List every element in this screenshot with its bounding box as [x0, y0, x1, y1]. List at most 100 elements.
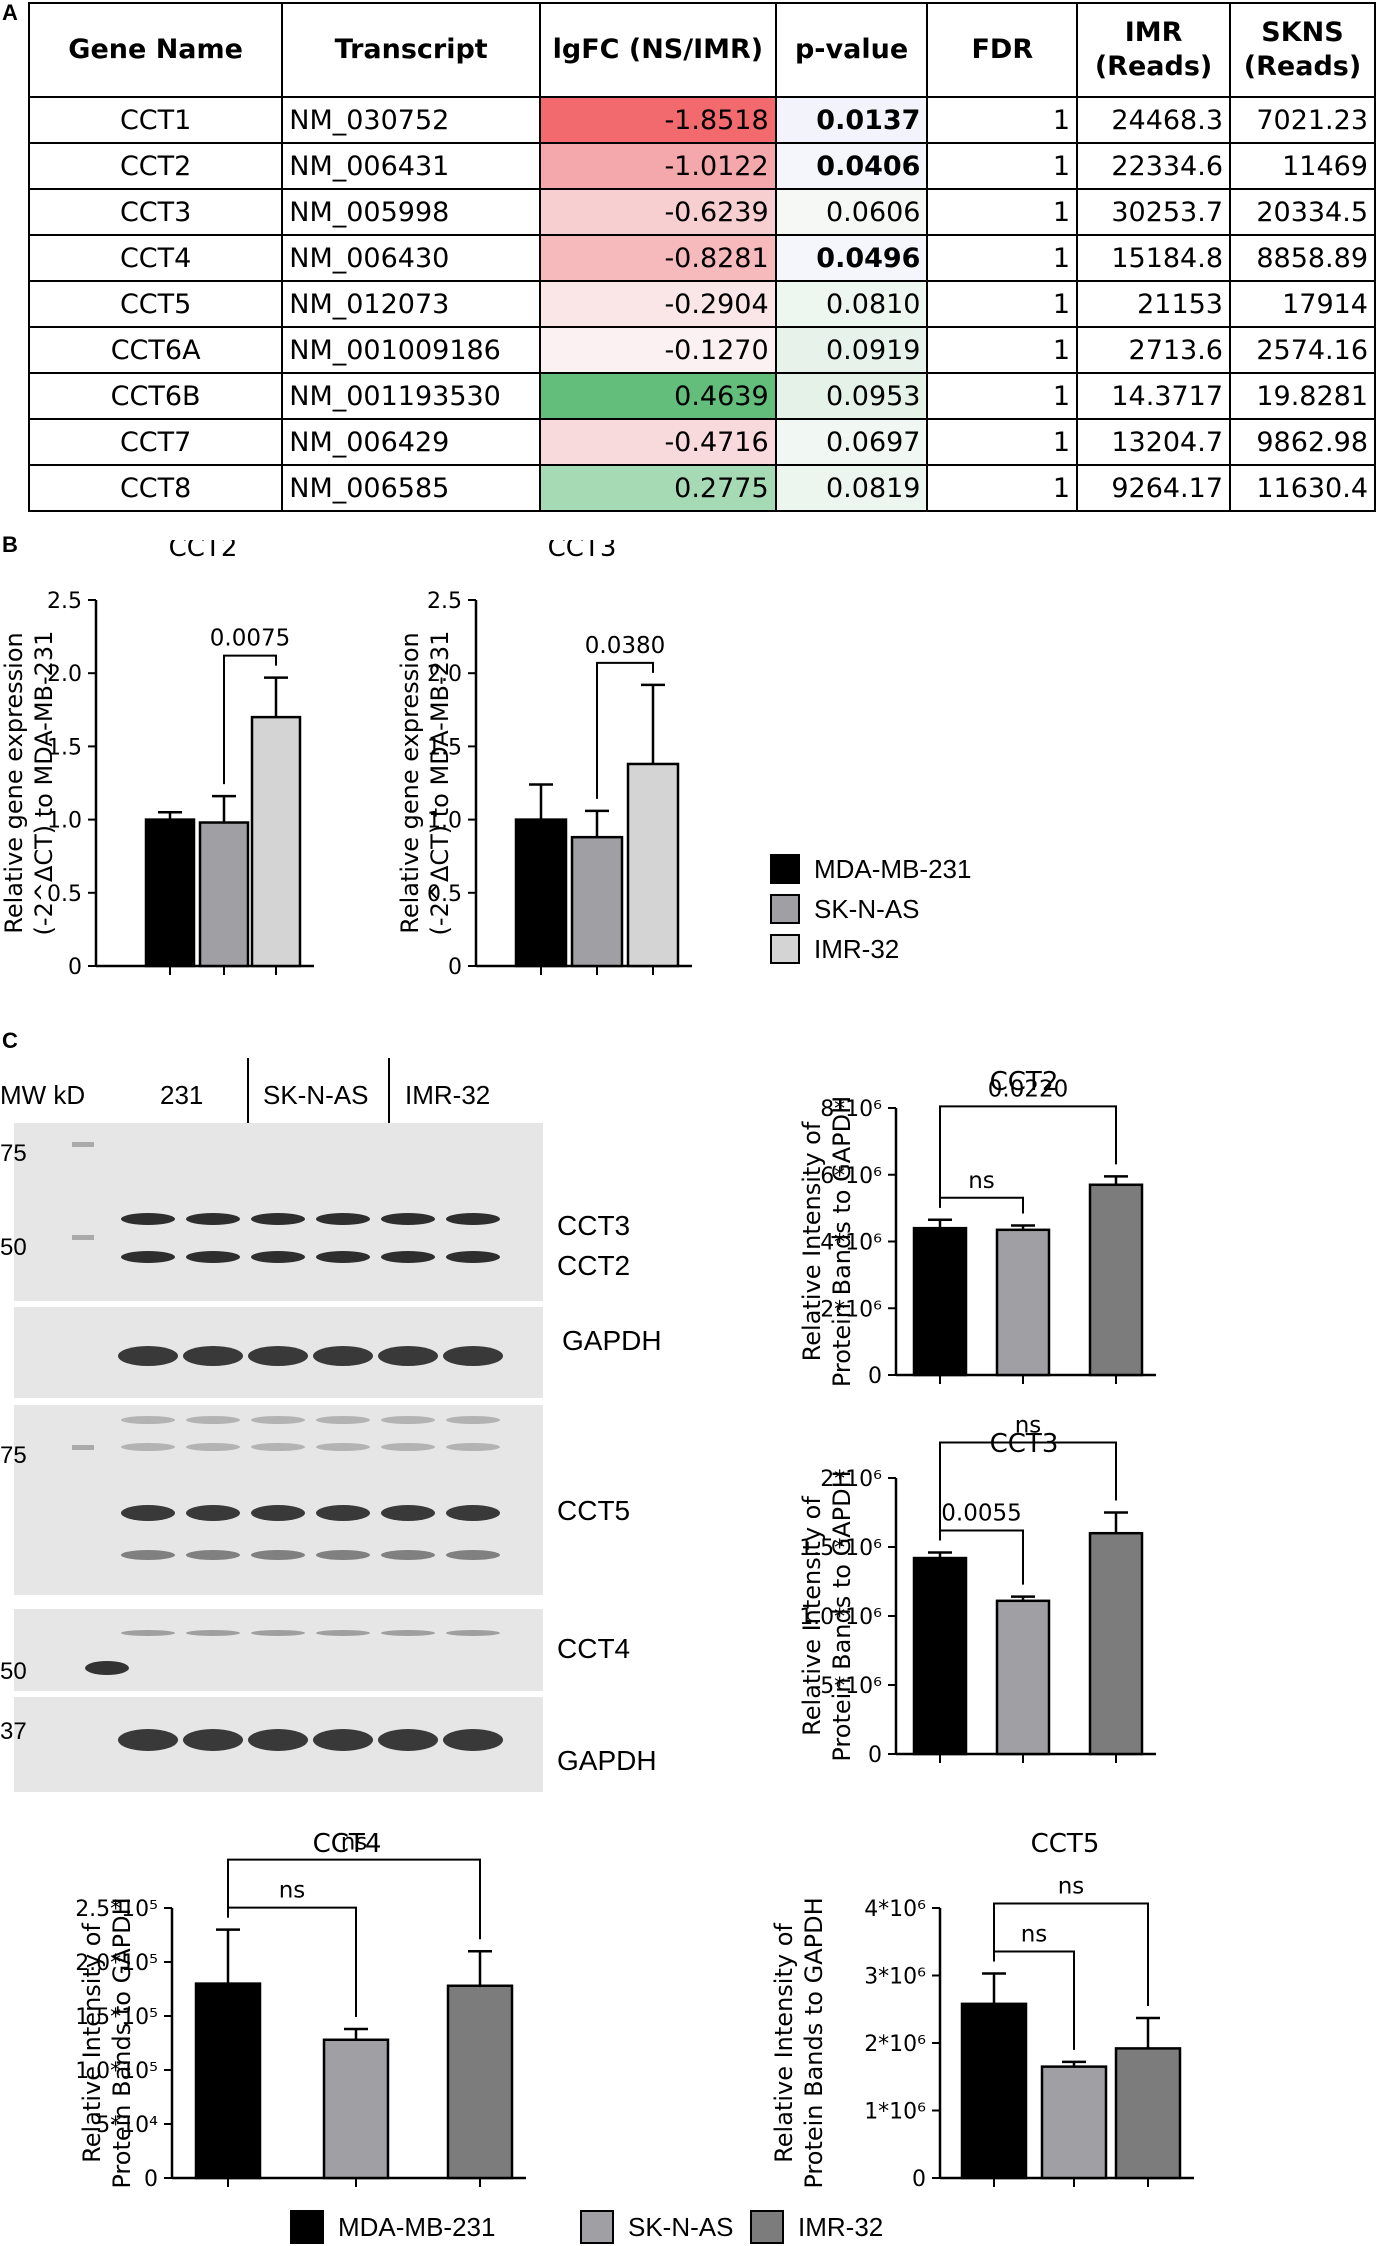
y-tick-label: 0.5: [47, 882, 82, 907]
legend-b: MDA-MB-231 SK-N-AS IMR-32: [770, 852, 1030, 972]
blot-panel-cct5: [14, 1405, 543, 1595]
protein-band: [378, 1346, 438, 1366]
protein-band: [316, 1630, 370, 1636]
skns-reads-cell: 9862.98: [1229, 418, 1376, 466]
protein-band: [381, 1443, 435, 1451]
y-axis-label: Relative Intensity of: [770, 1923, 798, 2163]
protein-band: [121, 1251, 175, 1263]
y-tick-label: 1.5*10⁵: [75, 2005, 158, 2030]
protein-band: [446, 1630, 500, 1636]
y-axis-label: Relative gene expression: [0, 632, 28, 933]
protein-band: [183, 1346, 243, 1366]
imr-reads-cell: 30253.7: [1076, 188, 1231, 236]
legend-item: SK-N-AS: [770, 892, 919, 926]
bar-mda-mb-231: [912, 1226, 968, 1377]
protein-band: [121, 1443, 175, 1451]
bar-mda-mb-231: [960, 2002, 1028, 2180]
y-tick-label: 0: [144, 2167, 158, 2192]
bar-sk-n-as: [570, 835, 624, 968]
y-tick-label: 2.5: [427, 589, 462, 614]
p-value-cell: 0.0810: [774, 280, 929, 328]
legend-label: MDA-MB-231: [814, 853, 972, 884]
y-tick-label: 1.0: [47, 809, 82, 834]
gene-name-cell: CCT4: [27, 234, 284, 282]
gene-expression-table: Gene Name Transcript lgFC (NS/IMR) p-val…: [27, 2, 1376, 512]
chart-c-cct3: CCT3 Relative Intensity of Protein Bands t…: [798, 1413, 1156, 1768]
protein-band: [381, 1630, 435, 1636]
bar-imr-32: [626, 762, 680, 968]
protein-band: [251, 1630, 305, 1636]
p-value-cell: 0.0819: [774, 464, 929, 512]
skns-reads-cell: 19.8281: [1229, 372, 1376, 420]
fdr-cell: 1: [926, 234, 1079, 282]
protein-band: [313, 1729, 373, 1751]
panel-label-b: B: [2, 532, 18, 557]
y-tick-label: 2*10⁶: [820, 1297, 882, 1322]
significance-label: ns: [968, 1168, 995, 1194]
chart-title: CCT5: [1031, 1829, 1100, 1859]
protein-band: [251, 1416, 305, 1424]
protein-band: [186, 1630, 240, 1636]
y-axis-label: Relative Intensity of: [798, 1496, 826, 1736]
chart-b-cct3: CCT3 Relative gene expression (-2^ΔCT) to …: [396, 540, 692, 980]
table-row: CCT1 NM_030752 -1.8518 0.0137 1 24468.3 7021.2…: [27, 96, 1376, 144]
protein-band: [378, 1729, 438, 1751]
bar-mda-mb-231: [194, 1982, 262, 2180]
transcript-cell: NM_012073: [281, 280, 542, 328]
skns-reads-cell: 2574.16: [1229, 326, 1376, 374]
bar-sk-n-as: [1040, 2065, 1108, 2180]
significance-bracket: [939, 1196, 1024, 1214]
y-tick-label: 8*10⁶: [820, 1097, 882, 1122]
marker-50: 50: [0, 1658, 27, 1685]
table-row: CCT6B NM_001193530 0.4639 0.0953 1 14.3717 19.…: [27, 372, 1376, 420]
y-tick-label: 3*10⁶: [864, 1965, 926, 1990]
y-tick-label: 2.5: [47, 589, 82, 614]
lgfc-cell: -0.6239: [539, 188, 777, 236]
y-tick-label: 1.5: [47, 735, 82, 760]
protein-band: [118, 1729, 178, 1751]
band-label-cct4: CCT4: [557, 1633, 631, 1664]
protein-band: [313, 1346, 373, 1366]
protein-band: [121, 1213, 175, 1225]
legend-label: IMR-32: [798, 2211, 884, 2242]
y-tick-label: 5*10⁴: [96, 2113, 158, 2138]
band-label-cct5: CCT5: [557, 1495, 631, 1526]
transcript-cell: NM_001009186: [281, 326, 542, 374]
protein-band: [186, 1251, 240, 1263]
band-label-gapdh-2: GAPDH: [557, 1745, 657, 1776]
imr-reads-cell: 2713.6: [1076, 326, 1231, 374]
y-axis-label: Protein Bands to GAPDH: [828, 1096, 856, 1387]
header-skns-reads: SKNS (Reads): [1229, 2, 1376, 98]
protein-band: [446, 1416, 500, 1424]
legend-item: IMR-32: [750, 2210, 883, 2244]
protein-band: [316, 1550, 370, 1560]
protein-band: [248, 1346, 308, 1366]
legend-swatch: [770, 894, 800, 924]
protein-band: [186, 1443, 240, 1451]
fdr-cell: 1: [926, 418, 1079, 466]
lane-divider: [247, 1058, 249, 1150]
p-value-cell: 0.0697: [774, 418, 929, 466]
significance-bracket: [223, 654, 277, 785]
chart-title: CCT2: [990, 1067, 1059, 1097]
table-header-row: Gene Name Transcript lgFC (NS/IMR) p-val…: [27, 2, 1376, 98]
y-axis-label: Relative Intensity of: [78, 1923, 106, 2163]
protein-band: [186, 1416, 240, 1424]
y-tick-label: 1*10⁶: [864, 2100, 926, 2125]
protein-band: [251, 1251, 305, 1263]
protein-band: [248, 1729, 308, 1751]
significance-bracket: [227, 1858, 481, 1940]
legend-swatch: [770, 854, 800, 884]
protein-band: [251, 1213, 305, 1225]
y-tick-label: 2.0*10⁵: [75, 1951, 158, 1976]
lane-divider: [388, 1058, 390, 1150]
lgfc-cell: -1.0122: [539, 142, 777, 190]
y-tick-label: 2.0: [47, 662, 82, 687]
imr-reads-cell: 9264.17: [1076, 464, 1231, 512]
imr-reads-cell: 13204.7: [1076, 418, 1231, 466]
y-tick-label: 4*10⁶: [864, 1897, 926, 1922]
bar-imr-32: [446, 1984, 514, 2180]
legend-item: MDA-MB-231: [770, 852, 971, 886]
y-tick-label: 0.5: [427, 882, 462, 907]
y-tick-label: 6*10⁶: [820, 1164, 882, 1189]
